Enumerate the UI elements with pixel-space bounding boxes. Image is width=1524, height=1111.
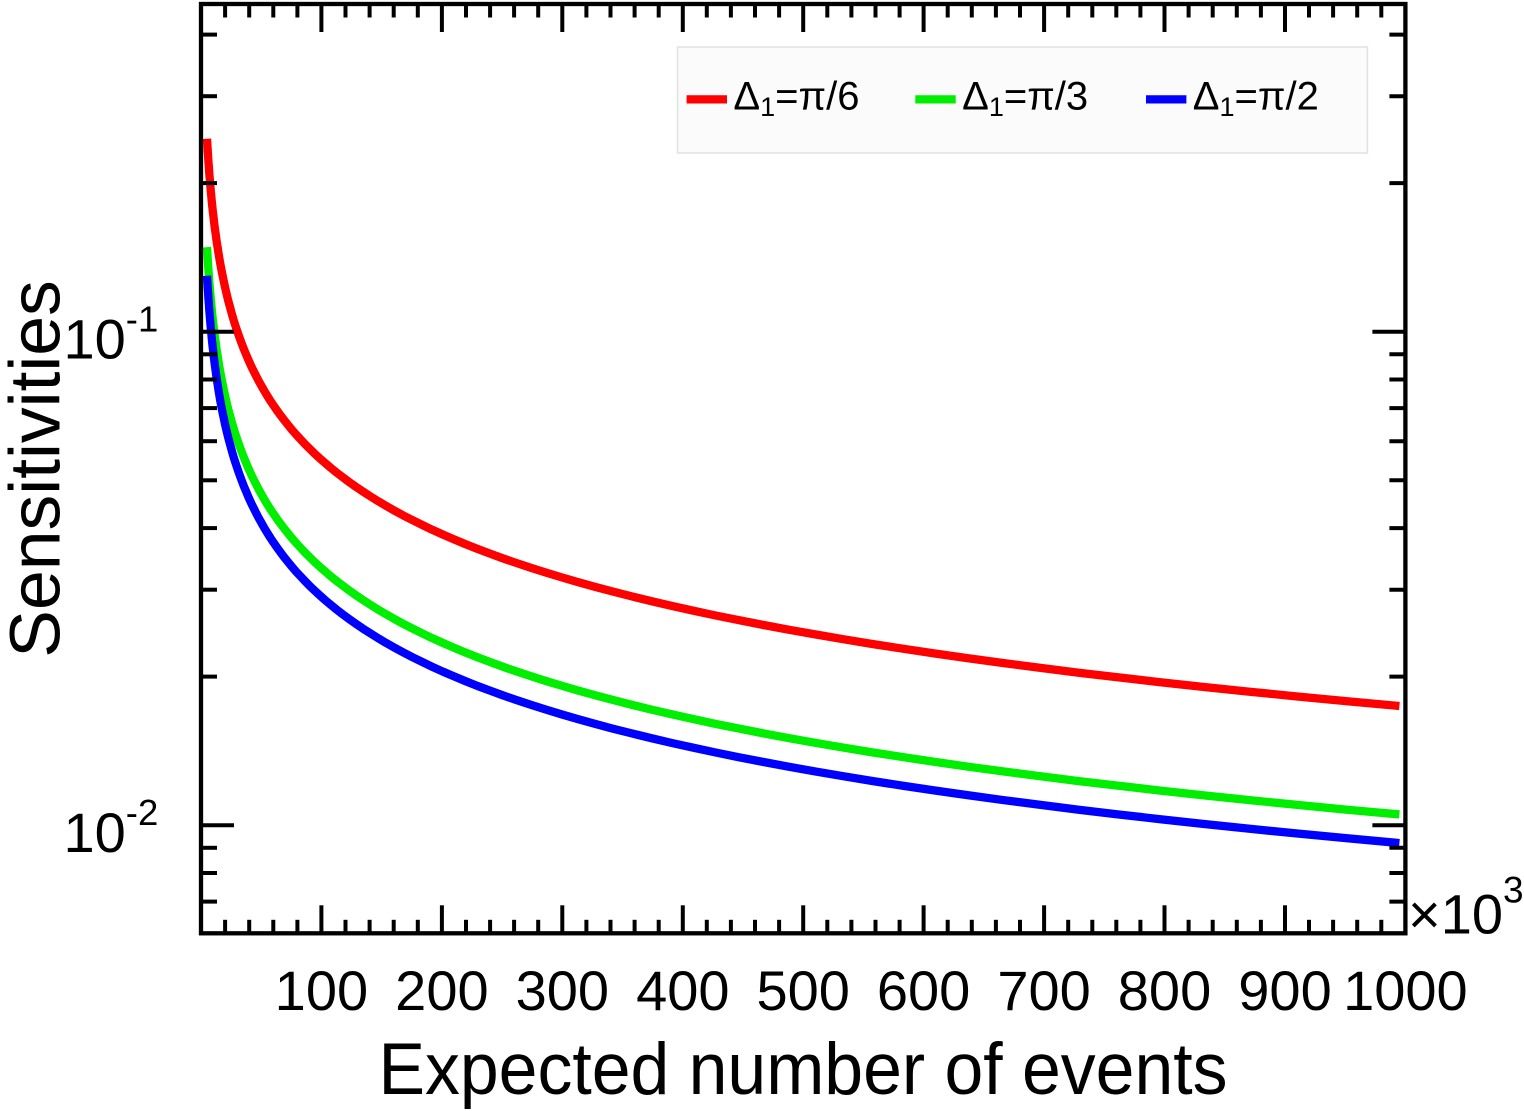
svg-text:700: 700 bbox=[997, 959, 1090, 1022]
svg-text:Δ1=π/6: Δ1=π/6 bbox=[733, 75, 859, 122]
svg-text:10-2: 10-2 bbox=[64, 792, 159, 864]
svg-text:Sensitivities: Sensitivities bbox=[0, 280, 76, 658]
svg-text:Δ1=π/2: Δ1=π/2 bbox=[1193, 75, 1319, 122]
svg-text:100: 100 bbox=[275, 959, 368, 1022]
svg-text:Expected number of events: Expected number of events bbox=[379, 1029, 1228, 1110]
svg-text:500: 500 bbox=[756, 959, 849, 1022]
svg-text:900: 900 bbox=[1238, 959, 1331, 1022]
svg-text:800: 800 bbox=[1118, 959, 1211, 1022]
svg-text:200: 200 bbox=[395, 959, 488, 1022]
svg-text:400: 400 bbox=[636, 959, 729, 1022]
svg-text:300: 300 bbox=[516, 959, 609, 1022]
svg-text:Δ1=π/3: Δ1=π/3 bbox=[962, 75, 1088, 122]
svg-text:1000: 1000 bbox=[1343, 959, 1468, 1022]
svg-text:600: 600 bbox=[877, 959, 970, 1022]
